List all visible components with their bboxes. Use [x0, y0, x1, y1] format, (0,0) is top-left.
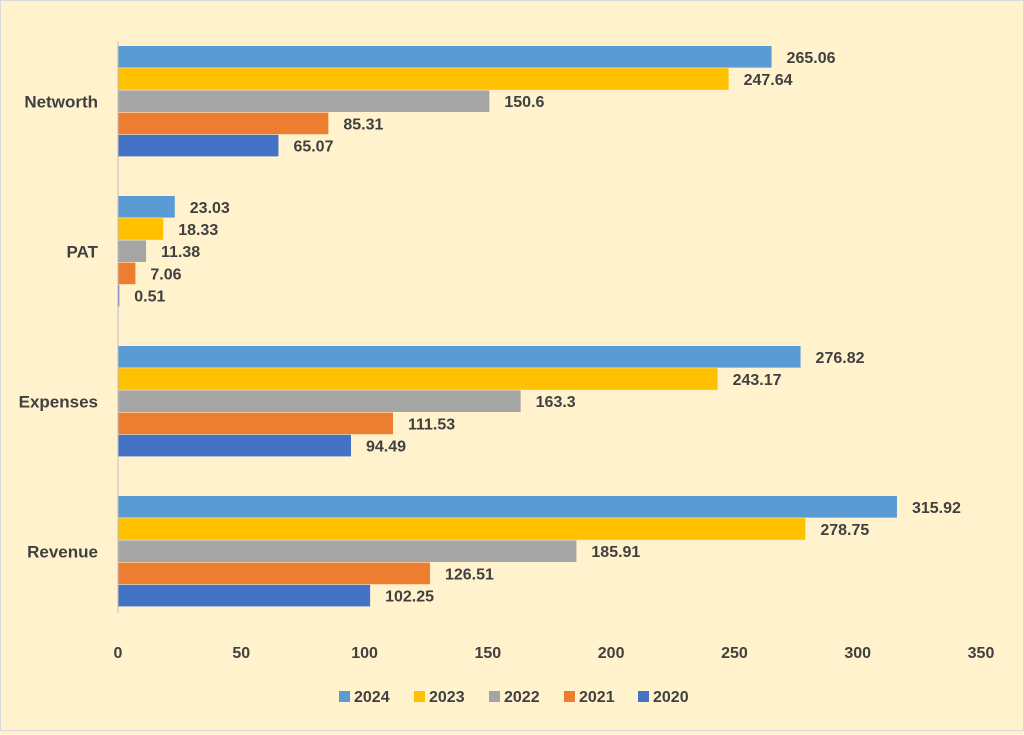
data-label-pat-2021: 7.06	[150, 266, 181, 283]
legend-swatch-2021	[564, 691, 575, 702]
data-label-pat-2022: 11.38	[161, 244, 200, 261]
data-label-revenue-2022: 185.91	[591, 544, 640, 561]
bar-revenue-2021	[118, 562, 430, 585]
bar-revenue-2020	[118, 584, 371, 607]
bar-networth-2022	[118, 90, 490, 112]
data-label-networth-2021: 85.31	[343, 116, 383, 133]
legend-swatch-2023	[414, 691, 425, 702]
data-label-networth-2022: 150.6	[504, 94, 544, 111]
data-label-revenue-2023: 278.75	[820, 522, 869, 539]
legend-label-2022: 2022	[504, 689, 540, 706]
x-tick-label-200: 200	[598, 645, 625, 662]
data-label-networth-2020: 65.07	[293, 139, 333, 156]
bar-pat-2020	[118, 284, 120, 307]
x-tick-label-300: 300	[844, 645, 871, 662]
data-label-revenue-2024: 315.92	[912, 500, 961, 517]
data-label-expenses-2024: 276.82	[816, 350, 865, 367]
data-label-expenses-2023: 243.17	[733, 372, 782, 389]
bar-networth-2021	[118, 112, 329, 135]
x-tick-label-50: 50	[232, 645, 250, 662]
data-labels-group: 265.06 247.64 150.6 85.31 65.07 23.03 18.33 11.…	[134, 50, 961, 606]
legend-swatch-2024	[339, 691, 350, 702]
x-tick-label-100: 100	[351, 645, 378, 662]
data-label-expenses-2020: 94.49	[366, 439, 406, 456]
bar-pat-2021	[118, 262, 136, 285]
bar-expenses-2023	[118, 368, 718, 390]
legend-swatch-2022	[489, 691, 500, 702]
data-label-networth-2024: 265.06	[787, 50, 836, 67]
x-axis-ticks-group: 0 50 100 150 200 250 300 350	[114, 645, 995, 662]
bar-expenses-2024	[118, 346, 801, 368]
data-label-pat-2024: 23.03	[190, 200, 230, 217]
data-label-revenue-2021: 126.51	[445, 566, 494, 583]
bar-revenue-2024	[118, 496, 897, 518]
x-tick-label-0: 0	[114, 645, 123, 662]
x-tick-label-150: 150	[475, 645, 502, 662]
legend-label-2020: 2020	[653, 689, 689, 706]
data-label-expenses-2022: 163.3	[536, 394, 576, 411]
legend: 2024 2023 2022 2021 2020	[339, 689, 689, 706]
data-label-networth-2023: 247.64	[744, 72, 793, 89]
bar-expenses-2021	[118, 412, 394, 435]
legend-swatch-2020	[638, 691, 649, 702]
data-label-expenses-2021: 111.53	[408, 416, 455, 433]
bar-revenue-2023	[118, 518, 806, 540]
bar-networth-2024	[118, 46, 772, 68]
category-label-pat: PAT	[67, 243, 99, 262]
bar-pat-2024	[118, 196, 175, 218]
data-label-pat-2020: 0.51	[134, 289, 165, 306]
x-tick-label-350: 350	[968, 645, 995, 662]
data-label-revenue-2020: 102.25	[385, 589, 434, 606]
bar-networth-2020	[118, 134, 279, 157]
data-label-pat-2023: 18.33	[178, 222, 218, 239]
bar-expenses-2022	[118, 390, 521, 412]
bar-pat-2023	[118, 218, 164, 240]
bars-group	[118, 46, 897, 607]
legend-label-2024: 2024	[354, 689, 390, 706]
legend-label-2023: 2023	[429, 689, 465, 706]
category-labels-group: Networth PAT Expenses Revenue	[19, 93, 99, 562]
bar-networth-2023	[118, 68, 729, 90]
bar-revenue-2022	[118, 540, 577, 562]
category-label-revenue: Revenue	[27, 543, 98, 562]
bar-pat-2022	[118, 240, 147, 262]
category-label-networth: Networth	[24, 93, 98, 112]
x-tick-label-250: 250	[721, 645, 748, 662]
legend-label-2021: 2021	[579, 689, 615, 706]
category-label-expenses: Expenses	[19, 393, 98, 412]
bar-expenses-2020	[118, 434, 351, 457]
